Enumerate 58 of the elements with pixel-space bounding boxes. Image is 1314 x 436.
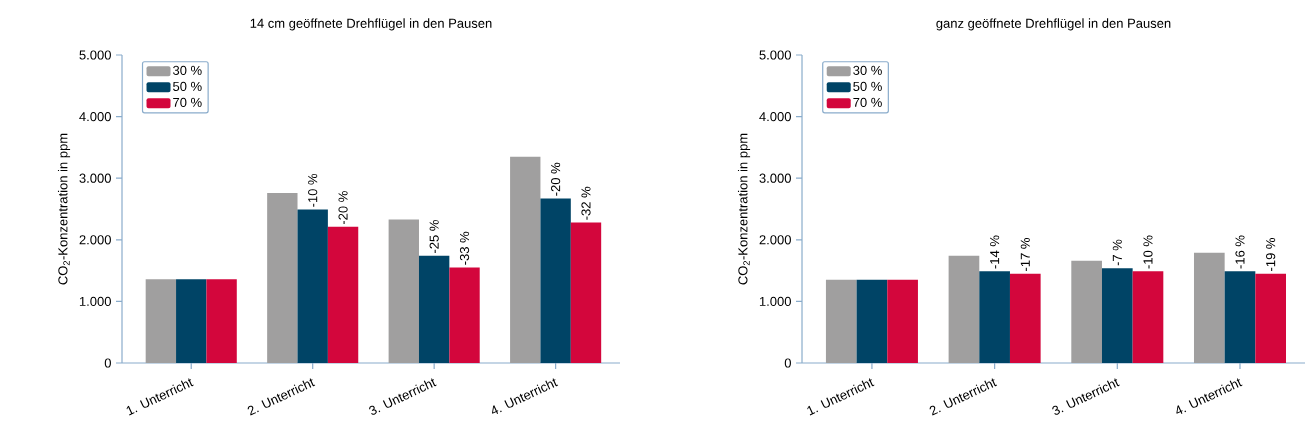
- annotation: -7 %: [1112, 239, 1122, 266]
- annotation: -32 %: [581, 186, 591, 220]
- bar: [887, 279, 918, 363]
- y-tick-label: 5.000: [759, 50, 791, 60]
- bar: [418, 255, 450, 363]
- annotation: -19 %: [1266, 238, 1276, 271]
- annotation: -33 %: [459, 231, 470, 265]
- bar: [1101, 268, 1133, 363]
- legend-label: 50 %: [173, 81, 202, 91]
- annotation: -16 %: [1235, 235, 1245, 269]
- legend-label: 70 %: [173, 97, 202, 107]
- y-tick-label: 1.000: [79, 296, 111, 306]
- y-tick-label: 3.000: [759, 173, 791, 183]
- bar: [1009, 273, 1041, 363]
- bar: [206, 279, 237, 363]
- bar: [510, 156, 541, 363]
- y-tick-label: 0: [104, 358, 111, 368]
- y-axis-title: CO$_{2}$-Konzentration in ppm: [57, 133, 71, 285]
- bar: [327, 226, 359, 363]
- bar: [856, 279, 888, 363]
- annotation: -25 %: [429, 220, 439, 254]
- bar: [176, 279, 207, 363]
- chart-title: 14 cm geöffnete Drehflügel in den Pausen: [250, 18, 492, 31]
- annotation: -14 %: [990, 235, 1000, 269]
- y-tick-label: 5.000: [79, 50, 111, 60]
- annotation: -20 %: [338, 191, 348, 225]
- annotation: -17 %: [1020, 238, 1030, 271]
- bar: [1193, 252, 1225, 363]
- y-tick-label: 3.000: [79, 173, 111, 183]
- chart-title: ganz geöffnete Drehflügel in den Pausen: [936, 18, 1171, 31]
- y-axis-title: CO$_{2}$-Konzentration in ppm: [737, 133, 751, 285]
- bar: [1071, 260, 1102, 363]
- bar: [1132, 271, 1164, 363]
- bar: [948, 255, 980, 363]
- bar: [1255, 273, 1286, 363]
- legend-label: 30 %: [853, 65, 882, 75]
- annotation: -20 %: [551, 162, 561, 196]
- bar: [449, 267, 480, 363]
- legend-label: 30 %: [173, 65, 202, 75]
- bar: [145, 279, 177, 363]
- y-tick-label: 2.000: [759, 235, 791, 245]
- bar: [570, 222, 602, 363]
- y-tick-label: 2.000: [79, 235, 111, 245]
- legend-label: 50 %: [853, 81, 882, 91]
- bar: [267, 192, 298, 363]
- bar: [388, 219, 419, 363]
- y-tick-label: 0: [784, 358, 791, 368]
- legend-label: 70 %: [853, 97, 882, 107]
- bar: [297, 209, 328, 363]
- annotation: -10 %: [1143, 235, 1153, 269]
- bar: [979, 271, 1010, 363]
- bar: [540, 198, 571, 363]
- annotation: -10 %: [308, 173, 318, 207]
- bar: [1224, 271, 1256, 363]
- y-tick-label: 1.000: [759, 296, 791, 306]
- y-tick-label: 4.000: [759, 112, 791, 122]
- bar: [825, 279, 857, 363]
- y-tick-label: 4.000: [79, 112, 111, 122]
